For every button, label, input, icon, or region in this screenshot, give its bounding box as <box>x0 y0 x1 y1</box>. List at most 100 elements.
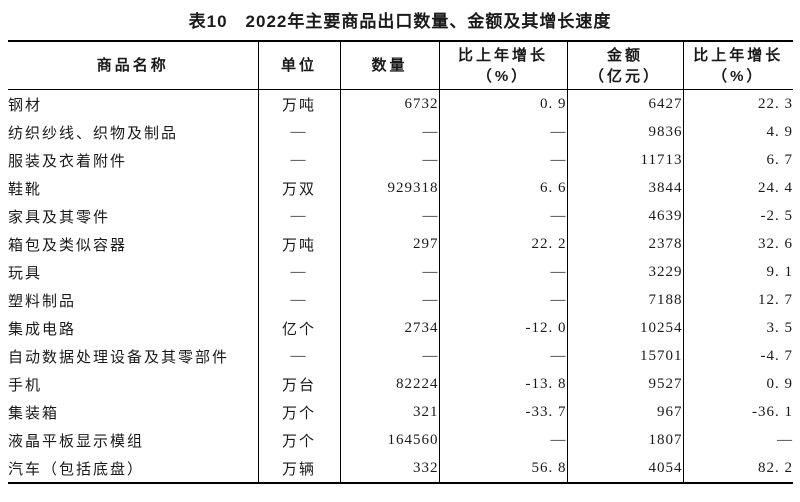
amount-cell: 2378 <box>566 230 683 258</box>
commodity-name-cell: 玩具 <box>8 265 43 282</box>
quantity-growth-cell: -12. 0 <box>438 314 567 342</box>
quantity-growth-cell: 0. 9 <box>438 89 567 118</box>
quantity-growth-cell: — <box>438 146 567 174</box>
table-row: 服装及衣着附件 — — — 11713 6. 7 <box>8 146 793 174</box>
quantity-cell: — <box>339 342 439 370</box>
table-row: 集成电路 亿个 2734 -12. 0 10254 3. 5 <box>8 314 793 342</box>
unit-cell: 万吨 <box>257 230 340 258</box>
table-row: 液晶平板显示模组 万个 164560 — 1807 — <box>8 426 793 454</box>
quantity-growth-cell: — <box>438 118 567 146</box>
commodity-name-cell: 液晶平板显示模组 <box>8 433 145 450</box>
amount-cell: 11713 <box>566 146 683 174</box>
amount-growth-cell: 32. 6 <box>682 230 793 258</box>
amount-growth-cell: 12. 7 <box>682 286 793 314</box>
table-row: 鞋靴 万双 929318 6. 6 3844 24. 4 <box>8 174 793 202</box>
quantity-cell: 2734 <box>339 314 439 342</box>
header-amount: 金额 （亿元） <box>566 41 683 90</box>
table-row: 箱包及类似容器 万吨 297 22. 2 2378 32. 6 <box>8 230 793 258</box>
unit-cell: — <box>257 286 340 314</box>
amount-cell: 10254 <box>566 314 683 342</box>
unit-cell: — <box>257 118 340 146</box>
unit-cell: 万台 <box>257 370 340 398</box>
quantity-cell: — <box>339 258 439 286</box>
unit-cell: — <box>257 146 340 174</box>
table-row: 手机 万台 82224 -13. 8 9527 0. 9 <box>8 370 793 398</box>
commodity-name-cell: 鞋靴 <box>8 181 43 198</box>
amount-growth-cell: 22. 3 <box>682 89 793 118</box>
amount-growth-cell: — <box>682 426 793 454</box>
header-amount-growth: 比上年增长 （%） <box>682 41 793 90</box>
amount-cell: 4054 <box>566 454 683 483</box>
table-row: 玩具 — — — 3229 9. 1 <box>8 258 793 286</box>
export-commodities-table: 商品名称 单位 数量 比上年增长 （%） 金额 （亿元） 比上年增长 （%） 钢… <box>8 40 793 484</box>
amount-cell: 3229 <box>566 258 683 286</box>
quantity-cell: 929318 <box>339 174 439 202</box>
unit-cell: 万个 <box>257 426 340 454</box>
quantity-cell: 297 <box>339 230 439 258</box>
unit-cell: 万吨 <box>257 89 340 118</box>
amount-growth-cell: 0. 9 <box>682 370 793 398</box>
amount-cell: 6427 <box>566 89 683 118</box>
quantity-cell: — <box>339 146 439 174</box>
quantity-growth-cell: — <box>438 342 567 370</box>
header-unit: 单位 <box>257 41 340 90</box>
amount-growth-cell: 4. 9 <box>682 118 793 146</box>
unit-cell: 万辆 <box>257 454 340 483</box>
commodity-name-cell: 服装及衣着附件 <box>8 153 128 170</box>
header-quantity: 数量 <box>339 41 439 90</box>
commodity-name-cell: 纺织纱线、织物及制品 <box>8 125 179 142</box>
commodity-name-cell: 钢材 <box>8 97 43 114</box>
quantity-cell: — <box>339 202 439 230</box>
quantity-cell: 82224 <box>339 370 439 398</box>
table-header-row: 商品名称 单位 数量 比上年增长 （%） 金额 （亿元） 比上年增长 （%） <box>8 41 793 90</box>
header-commodity-name: 商品名称 <box>8 41 258 90</box>
header-quantity-growth: 比上年增长 （%） <box>438 41 567 90</box>
amount-growth-cell: 9. 1 <box>682 258 793 286</box>
quantity-growth-cell: 6. 6 <box>438 174 567 202</box>
amount-cell: 4639 <box>566 202 683 230</box>
table-row: 汽车（包括底盘） 万辆 332 56. 8 4054 82. 2 <box>8 454 793 483</box>
quantity-growth-cell: -13. 8 <box>438 370 567 398</box>
commodity-name-cell: 自动数据处理设备及其零部件 <box>8 349 230 366</box>
commodity-name-cell: 手机 <box>8 377 43 394</box>
commodity-name-cell: 家具及其零件 <box>8 209 111 226</box>
commodity-name-cell: 汽车（包括底盘） <box>8 461 145 478</box>
table-row: 纺织纱线、织物及制品 — — — 9836 4. 9 <box>8 118 793 146</box>
amount-cell: 1807 <box>566 426 683 454</box>
quantity-cell: 332 <box>339 454 439 483</box>
amount-cell: 967 <box>566 398 683 426</box>
quantity-cell: 6732 <box>339 89 439 118</box>
unit-cell: 万个 <box>257 398 340 426</box>
amount-cell: 3844 <box>566 174 683 202</box>
amount-growth-cell: 24. 4 <box>682 174 793 202</box>
unit-cell: — <box>257 202 340 230</box>
quantity-growth-cell: — <box>438 258 567 286</box>
amount-cell: 15701 <box>566 342 683 370</box>
unit-cell: 亿个 <box>257 314 340 342</box>
commodity-name-cell: 塑料制品 <box>8 293 77 310</box>
unit-cell: — <box>257 342 340 370</box>
unit-cell: — <box>257 258 340 286</box>
amount-cell: 9836 <box>566 118 683 146</box>
table-body: 钢材 万吨 6732 0. 9 6427 22. 3 纺织纱线、织物及制品 — … <box>8 89 793 483</box>
amount-growth-cell: -4. 7 <box>682 342 793 370</box>
quantity-growth-cell: 56. 8 <box>438 454 567 483</box>
table-row: 家具及其零件 — — — 4639 -2. 5 <box>8 202 793 230</box>
table-row: 塑料制品 — — — 7188 12. 7 <box>8 286 793 314</box>
quantity-cell: — <box>339 286 439 314</box>
quantity-growth-cell: — <box>438 286 567 314</box>
table-row: 钢材 万吨 6732 0. 9 6427 22. 3 <box>8 89 793 118</box>
quantity-cell: — <box>339 118 439 146</box>
quantity-growth-cell: -33. 7 <box>438 398 567 426</box>
table-row: 集装箱 万个 321 -33. 7 967 -36. 1 <box>8 398 793 426</box>
amount-growth-cell: 6. 7 <box>682 146 793 174</box>
commodity-name-cell: 集装箱 <box>8 405 60 422</box>
commodity-name-cell: 集成电路 <box>8 321 77 338</box>
amount-growth-cell: 3. 5 <box>682 314 793 342</box>
amount-cell: 9527 <box>566 370 683 398</box>
quantity-cell: 164560 <box>339 426 439 454</box>
quantity-growth-cell: — <box>438 426 567 454</box>
commodity-name-cell: 箱包及类似容器 <box>8 237 128 254</box>
amount-growth-cell: 82. 2 <box>682 454 793 483</box>
